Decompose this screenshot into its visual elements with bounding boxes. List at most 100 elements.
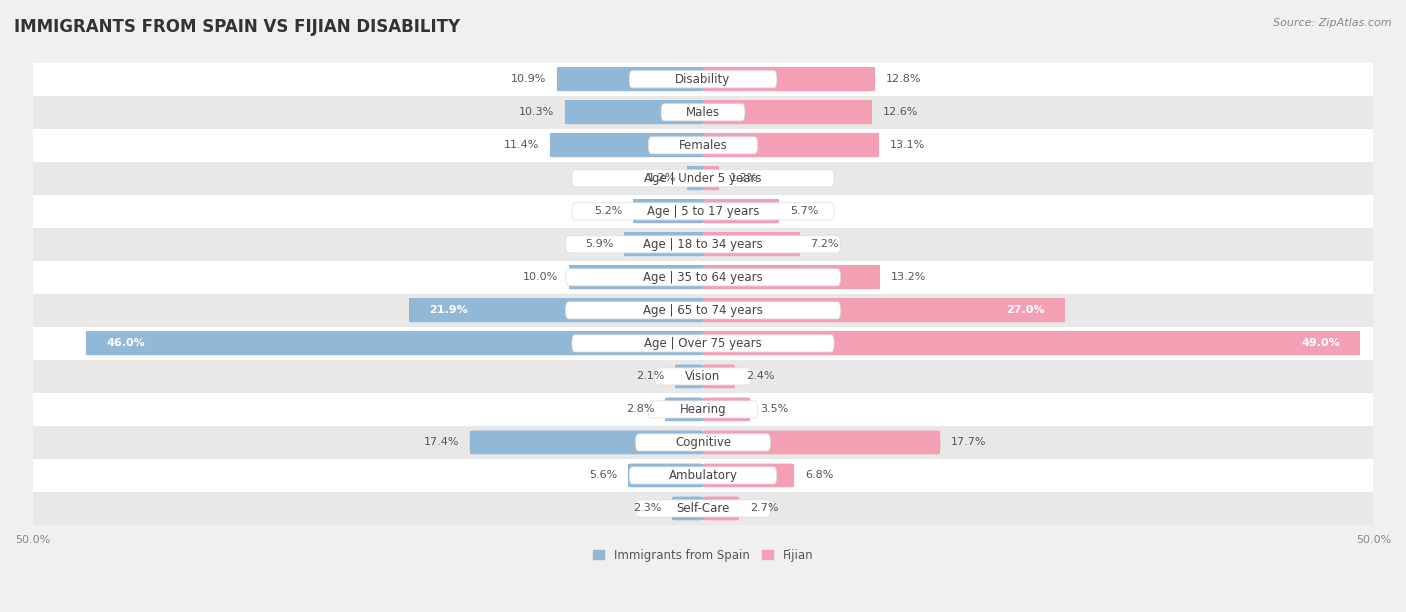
Bar <box>703 365 735 388</box>
Text: 27.0%: 27.0% <box>1007 305 1045 315</box>
FancyBboxPatch shape <box>572 203 834 220</box>
Text: Vision: Vision <box>685 370 721 383</box>
Bar <box>32 327 1374 360</box>
FancyBboxPatch shape <box>409 299 703 323</box>
Bar <box>703 200 779 223</box>
Bar <box>703 67 875 91</box>
Bar <box>633 200 703 223</box>
FancyBboxPatch shape <box>470 430 703 454</box>
Bar <box>32 393 1374 426</box>
FancyBboxPatch shape <box>703 200 779 223</box>
Bar <box>703 496 740 520</box>
Text: Ambulatory: Ambulatory <box>668 469 738 482</box>
FancyBboxPatch shape <box>572 170 834 187</box>
Text: 3.5%: 3.5% <box>761 405 789 414</box>
Text: Age | 35 to 64 years: Age | 35 to 64 years <box>643 271 763 284</box>
FancyBboxPatch shape <box>688 166 703 190</box>
Text: 13.1%: 13.1% <box>890 140 925 151</box>
Bar <box>32 228 1374 261</box>
FancyBboxPatch shape <box>565 269 841 286</box>
Bar <box>32 129 1374 162</box>
FancyBboxPatch shape <box>624 233 703 256</box>
FancyBboxPatch shape <box>569 266 703 289</box>
Text: Females: Females <box>679 139 727 152</box>
Bar <box>409 299 703 323</box>
FancyBboxPatch shape <box>648 401 758 418</box>
Bar <box>557 67 703 91</box>
Bar <box>32 360 1374 393</box>
Text: 7.2%: 7.2% <box>810 239 839 249</box>
Text: 1.2%: 1.2% <box>648 173 676 184</box>
FancyBboxPatch shape <box>703 398 749 421</box>
FancyBboxPatch shape <box>636 500 770 517</box>
FancyBboxPatch shape <box>703 463 794 487</box>
Text: 5.2%: 5.2% <box>595 206 623 216</box>
Bar <box>624 233 703 256</box>
Bar <box>703 166 718 190</box>
Bar <box>32 195 1374 228</box>
FancyBboxPatch shape <box>703 430 941 454</box>
FancyBboxPatch shape <box>565 100 703 124</box>
FancyBboxPatch shape <box>633 200 703 223</box>
Text: 46.0%: 46.0% <box>107 338 145 348</box>
Text: 21.9%: 21.9% <box>429 305 468 315</box>
FancyBboxPatch shape <box>572 335 834 352</box>
Text: 10.3%: 10.3% <box>519 107 554 118</box>
Text: Source: ZipAtlas.com: Source: ZipAtlas.com <box>1274 18 1392 28</box>
Bar <box>703 463 794 487</box>
FancyBboxPatch shape <box>636 434 770 451</box>
Bar <box>665 398 703 421</box>
FancyBboxPatch shape <box>557 67 703 91</box>
Text: 5.7%: 5.7% <box>790 206 818 216</box>
Text: Males: Males <box>686 106 720 119</box>
Text: Self-Care: Self-Care <box>676 502 730 515</box>
Text: 13.2%: 13.2% <box>891 272 927 282</box>
Text: 10.9%: 10.9% <box>510 74 546 84</box>
FancyBboxPatch shape <box>703 133 879 157</box>
Bar <box>32 492 1374 525</box>
FancyBboxPatch shape <box>550 133 703 157</box>
Text: 12.8%: 12.8% <box>886 74 921 84</box>
Text: 1.2%: 1.2% <box>730 173 758 184</box>
FancyBboxPatch shape <box>703 299 1064 323</box>
Text: Disability: Disability <box>675 73 731 86</box>
Bar <box>688 166 703 190</box>
Bar <box>32 96 1374 129</box>
Text: 2.1%: 2.1% <box>636 371 664 381</box>
Text: 6.8%: 6.8% <box>804 471 834 480</box>
FancyBboxPatch shape <box>86 332 703 355</box>
Text: 17.4%: 17.4% <box>423 438 458 447</box>
FancyBboxPatch shape <box>628 463 703 487</box>
FancyBboxPatch shape <box>703 100 872 124</box>
Text: Hearing: Hearing <box>679 403 727 416</box>
Bar <box>703 100 872 124</box>
Text: 49.0%: 49.0% <box>1301 338 1340 348</box>
Bar <box>703 266 880 289</box>
Text: Age | 5 to 17 years: Age | 5 to 17 years <box>647 205 759 218</box>
FancyBboxPatch shape <box>703 266 880 289</box>
FancyBboxPatch shape <box>703 365 735 388</box>
Bar <box>672 496 703 520</box>
Text: Age | Over 75 years: Age | Over 75 years <box>644 337 762 350</box>
Text: 5.9%: 5.9% <box>585 239 613 249</box>
Text: 5.6%: 5.6% <box>589 471 617 480</box>
FancyBboxPatch shape <box>703 332 1360 355</box>
Text: 2.3%: 2.3% <box>633 504 661 513</box>
Bar <box>703 398 749 421</box>
Text: Age | Under 5 years: Age | Under 5 years <box>644 172 762 185</box>
Bar <box>550 133 703 157</box>
FancyBboxPatch shape <box>703 233 800 256</box>
FancyBboxPatch shape <box>655 368 751 385</box>
Bar <box>86 332 703 355</box>
FancyBboxPatch shape <box>648 136 758 154</box>
Bar <box>675 365 703 388</box>
Bar <box>32 294 1374 327</box>
Text: 2.4%: 2.4% <box>747 371 775 381</box>
Bar <box>565 100 703 124</box>
FancyBboxPatch shape <box>665 398 703 421</box>
FancyBboxPatch shape <box>661 104 745 121</box>
FancyBboxPatch shape <box>565 302 841 319</box>
Bar <box>32 162 1374 195</box>
Bar <box>32 261 1374 294</box>
Text: Age | 18 to 34 years: Age | 18 to 34 years <box>643 238 763 251</box>
